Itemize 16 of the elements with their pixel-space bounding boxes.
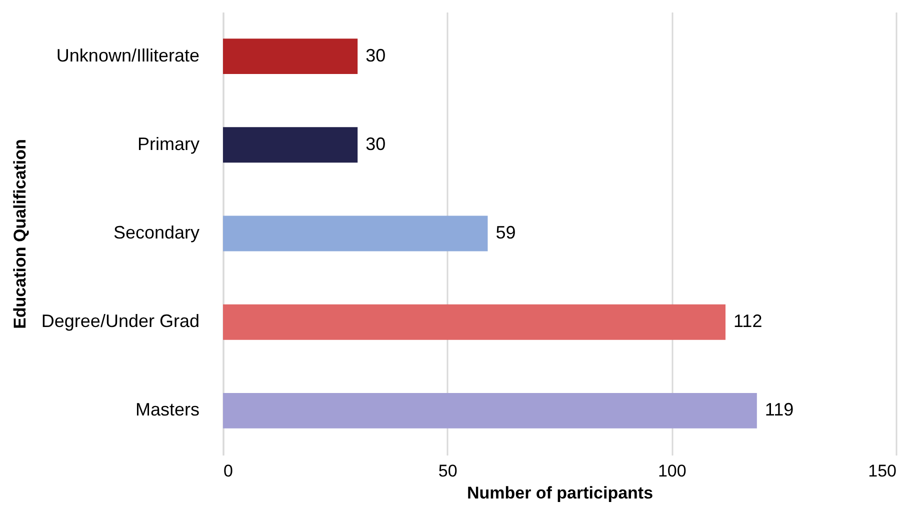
y-axis-title: Education Qualification	[10, 139, 30, 329]
data-label: 59	[496, 222, 516, 242]
y-tick-label: Primary	[138, 134, 200, 154]
x-tick-label: 100	[658, 462, 686, 480]
y-tick-label: Secondary	[113, 222, 200, 242]
x-tick-label: 150	[868, 462, 896, 480]
y-tick-label: Unknown/Illiterate	[56, 45, 200, 66]
x-tick-label: 50	[438, 462, 458, 480]
data-label: 112	[734, 311, 762, 332]
y-tick-label: Degree/Under Grad	[41, 311, 200, 332]
data-label: 30	[366, 45, 386, 66]
data-label: 30	[366, 134, 386, 154]
x-tick-label: 0	[224, 462, 233, 480]
x-axis-title: Number of participants	[466, 484, 654, 502]
y-tick-label: Masters	[135, 400, 200, 420]
data-label: 119	[764, 400, 794, 420]
